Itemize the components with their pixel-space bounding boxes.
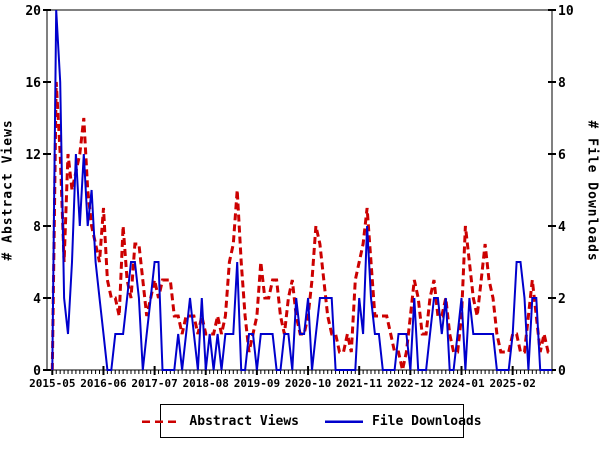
- y-left-tick-label: 8: [33, 220, 41, 235]
- x-tick-label: 2016-06: [80, 377, 127, 390]
- x-tick-label: 2019-09: [234, 377, 280, 390]
- y-right-tick-label: 10: [558, 4, 574, 19]
- series-line-file-downloads: [51, 9, 552, 371]
- legend: Abstract Views File Downloads: [142, 404, 482, 438]
- legend-label-file-downloads: File Downloads: [372, 413, 482, 429]
- legend-item-abstract-views: Abstract Views: [142, 414, 299, 429]
- x-tick-label: 2020-10: [285, 377, 331, 390]
- y-right-tick-label: 6: [558, 148, 566, 163]
- x-tick-label: 2025-02: [489, 377, 535, 390]
- y-left-tick-label: 0: [33, 364, 41, 379]
- y-right-tick-label: 4: [558, 220, 566, 235]
- x-tick-label: 2021-11: [336, 377, 383, 390]
- x-tick-label: 2022-12: [387, 377, 433, 390]
- y-axis-left-title: # Abstract Views: [0, 119, 16, 261]
- plot-frame: [46, 9, 553, 371]
- y-left-tick-label: 16: [25, 76, 41, 91]
- y-left-tick-label: 12: [25, 148, 41, 163]
- y-right-tick-label: 8: [558, 76, 566, 91]
- y-axis-right-title: # File Downloads: [584, 120, 600, 262]
- legend-label-abstract-views: Abstract Views: [189, 413, 299, 429]
- y-right-tick-label: 2: [558, 292, 566, 307]
- x-tick-label: 2018-08: [183, 377, 229, 390]
- solid-line-icon: [325, 420, 363, 423]
- x-tick-label: 2017-07: [131, 377, 177, 390]
- x-tick-label: 2024-01: [438, 377, 485, 390]
- x-tick-label: 2015-05: [29, 377, 75, 390]
- legend-item-file-downloads: File Downloads: [325, 414, 482, 429]
- y-left-tick-label: 20: [25, 4, 41, 19]
- dashed-line-icon: [142, 420, 181, 423]
- y-right-tick-label: 0: [558, 364, 566, 379]
- y-left-tick-label: 4: [33, 292, 41, 307]
- series-line-abstract-views: [50, 81, 552, 371]
